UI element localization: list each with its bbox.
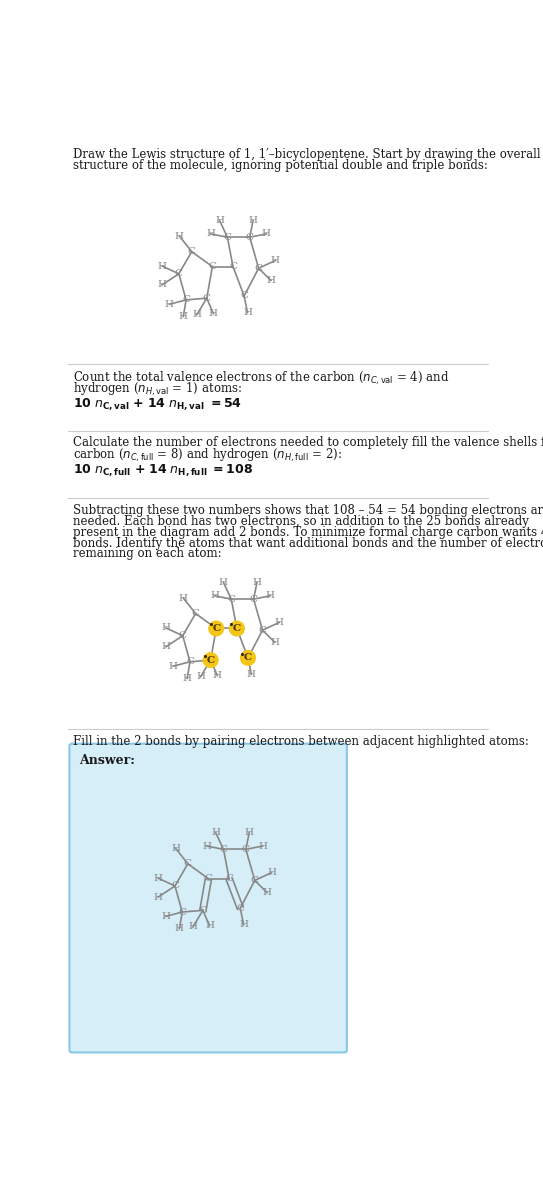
Text: C: C bbox=[258, 626, 267, 635]
Text: H: H bbox=[165, 300, 174, 308]
Text: C: C bbox=[219, 844, 228, 854]
Text: Answer:: Answer: bbox=[79, 753, 135, 766]
Text: C: C bbox=[225, 874, 233, 884]
Text: H: H bbox=[161, 912, 170, 922]
Text: H: H bbox=[175, 231, 184, 241]
Text: C: C bbox=[229, 262, 237, 272]
Text: H: H bbox=[243, 308, 252, 317]
Text: H: H bbox=[175, 924, 184, 933]
Text: H: H bbox=[266, 592, 275, 600]
Text: carbon ($n_{C,\mathrm{full}}$ = 8) and hydrogen ($n_{H,\mathrm{full}}$ = 2):: carbon ($n_{C,\mathrm{full}}$ = 8) and h… bbox=[73, 447, 342, 465]
Text: H: H bbox=[209, 310, 218, 318]
Text: H: H bbox=[267, 276, 275, 285]
Text: C: C bbox=[171, 881, 179, 891]
Text: H: H bbox=[215, 216, 224, 225]
Text: C: C bbox=[184, 860, 192, 868]
Text: C: C bbox=[179, 631, 187, 640]
Text: C: C bbox=[236, 904, 244, 913]
Text: H: H bbox=[205, 922, 214, 930]
Text: $\mathbf{10}$ $\mathbf{\mathit{n}_{C,full}}$ $\mathbf{+}$ $\mathbf{14}$ $\mathbf: $\mathbf{10}$ $\mathbf{\mathit{n}_{C,ful… bbox=[73, 463, 254, 478]
Text: C: C bbox=[186, 657, 194, 667]
Text: H: H bbox=[219, 578, 228, 587]
Text: H: H bbox=[210, 592, 219, 600]
Text: C: C bbox=[182, 295, 190, 305]
FancyBboxPatch shape bbox=[70, 744, 347, 1052]
Text: C: C bbox=[209, 262, 216, 272]
Circle shape bbox=[241, 651, 255, 665]
Text: C: C bbox=[228, 594, 235, 604]
Text: bonds. Identify the atoms that want additional bonds and the number of electrons: bonds. Identify the atoms that want addi… bbox=[73, 536, 543, 549]
Text: C: C bbox=[175, 269, 183, 279]
Text: C: C bbox=[188, 247, 195, 256]
Text: C: C bbox=[250, 594, 257, 604]
Text: H: H bbox=[188, 923, 197, 931]
Text: H: H bbox=[157, 280, 167, 289]
Text: H: H bbox=[203, 842, 211, 850]
Circle shape bbox=[209, 621, 224, 636]
Text: H: H bbox=[239, 920, 248, 930]
Text: C: C bbox=[255, 263, 263, 273]
Text: C: C bbox=[199, 906, 207, 914]
Text: H: H bbox=[252, 578, 261, 587]
Circle shape bbox=[230, 621, 244, 636]
Text: C: C bbox=[246, 232, 254, 242]
Circle shape bbox=[203, 652, 218, 668]
Text: Count the total valence electrons of the carbon ($n_{C,\mathrm{val}}$ = 4) and: Count the total valence electrons of the… bbox=[73, 370, 450, 388]
Text: C: C bbox=[242, 844, 250, 854]
Text: C: C bbox=[212, 624, 220, 633]
Text: H: H bbox=[270, 638, 279, 646]
Text: H: H bbox=[275, 618, 284, 627]
Text: H: H bbox=[271, 256, 280, 264]
Text: H: H bbox=[211, 828, 220, 837]
Text: present in the diagram add 2 bonds. To minimize formal charge carbon wants 4: present in the diagram add 2 bonds. To m… bbox=[73, 525, 543, 538]
Text: C: C bbox=[244, 653, 252, 663]
Text: H: H bbox=[179, 312, 188, 321]
Text: hydrogen ($n_{H,\mathrm{val}}$ = 1) atoms:: hydrogen ($n_{H,\mathrm{val}}$ = 1) atom… bbox=[73, 381, 242, 398]
Text: C: C bbox=[206, 656, 214, 664]
Text: H: H bbox=[192, 311, 201, 319]
Text: H: H bbox=[263, 888, 272, 897]
Text: $\mathbf{10}$ $\mathbf{\mathit{n}_{C,val}}$ $\mathbf{+}$ $\mathbf{14}$ $\mathbf{: $\mathbf{10}$ $\mathbf{\mathit{n}_{C,val… bbox=[73, 396, 242, 412]
Text: H: H bbox=[157, 262, 167, 270]
Text: C: C bbox=[178, 907, 186, 917]
Text: H: H bbox=[213, 671, 222, 680]
Text: H: H bbox=[249, 216, 257, 225]
Text: C: C bbox=[233, 624, 241, 633]
Text: H: H bbox=[161, 624, 171, 632]
Text: C: C bbox=[203, 294, 211, 302]
Text: Draw the Lewis structure of 1, 1′–bicyclopentene. Start by drawing the overall: Draw the Lewis structure of 1, 1′–bicycl… bbox=[73, 148, 541, 161]
Text: needed. Each bond has two electrons, so in addition to the 25 bonds already: needed. Each bond has two electrons, so … bbox=[73, 515, 529, 528]
Text: C: C bbox=[240, 292, 248, 300]
Text: C: C bbox=[205, 874, 212, 884]
Text: H: H bbox=[179, 593, 188, 602]
Text: H: H bbox=[171, 843, 180, 853]
Text: H: H bbox=[169, 662, 178, 671]
Text: H: H bbox=[196, 672, 205, 681]
Text: H: H bbox=[258, 842, 267, 850]
Text: H: H bbox=[262, 229, 271, 238]
Text: C: C bbox=[251, 876, 259, 885]
Text: structure of the molecule, ignoring potential double and triple bonds:: structure of the molecule, ignoring pote… bbox=[73, 159, 488, 172]
Text: H: H bbox=[154, 893, 163, 901]
Text: H: H bbox=[206, 229, 215, 238]
Text: Fill in the 2 bonds by pairing electrons between adjacent highlighted atoms:: Fill in the 2 bonds by pairing electrons… bbox=[73, 735, 529, 748]
Text: Subtracting these two numbers shows that 108 – 54 = 54 bonding electrons are: Subtracting these two numbers shows that… bbox=[73, 504, 543, 517]
Text: C: C bbox=[223, 232, 231, 242]
Text: Calculate the number of electrons needed to completely fill the valence shells f: Calculate the number of electrons needed… bbox=[73, 436, 543, 449]
Text: remaining on each atom:: remaining on each atom: bbox=[73, 548, 222, 560]
Text: C: C bbox=[192, 610, 200, 618]
Text: H: H bbox=[182, 674, 192, 683]
Text: H: H bbox=[154, 874, 163, 882]
Text: H: H bbox=[267, 868, 276, 878]
Text: H: H bbox=[245, 828, 254, 837]
Text: H: H bbox=[247, 670, 256, 680]
Text: H: H bbox=[161, 643, 171, 651]
